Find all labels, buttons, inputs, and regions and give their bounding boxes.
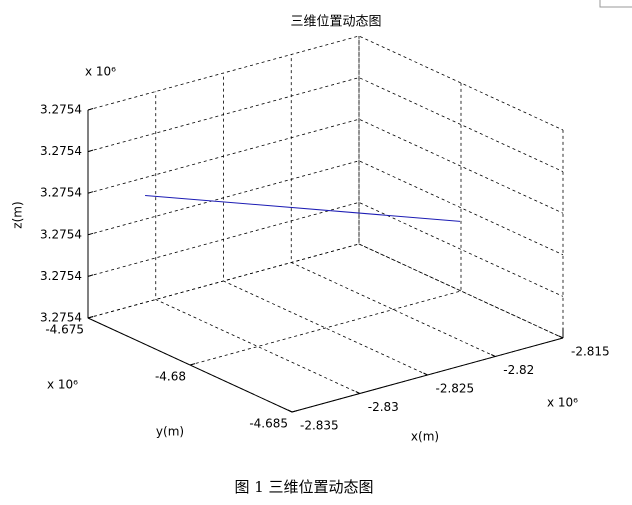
z-multiplier: x 10⁶ bbox=[85, 65, 116, 79]
x-tick bbox=[423, 372, 428, 376]
window-edge bbox=[599, 0, 632, 8]
y-axis-label: y(m) bbox=[156, 425, 184, 439]
y-multiplier: x 10⁶ bbox=[47, 378, 78, 392]
z-tick-label: 3.2754 bbox=[40, 269, 82, 283]
x-tick bbox=[287, 409, 293, 413]
grid-line bbox=[155, 91, 360, 394]
z-tick-label: 3.2754 bbox=[40, 311, 82, 325]
x-tick bbox=[355, 391, 360, 394]
caption: 图 1 三维位置动态图 bbox=[234, 478, 373, 496]
data-line bbox=[145, 194, 461, 222]
grid-line bbox=[358, 36, 564, 339]
x-tick-label: -2.815 bbox=[571, 345, 610, 359]
x-tick-label: -2.83 bbox=[368, 400, 399, 414]
x-tick-label: -2.82 bbox=[503, 363, 534, 377]
z-tick-label: 3.2754 bbox=[40, 227, 82, 241]
y-tick bbox=[87, 316, 94, 319]
y-tick bbox=[291, 410, 298, 413]
x-tick-label: -2.835 bbox=[300, 419, 339, 433]
z-tick bbox=[87, 274, 94, 277]
y-tick bbox=[189, 363, 196, 366]
x-axis-label: x(m) bbox=[411, 430, 439, 444]
y-tick-label: -4.685 bbox=[249, 417, 288, 431]
z-tick bbox=[87, 232, 94, 236]
z-tick-label: 3.2754 bbox=[40, 144, 82, 158]
z-tick bbox=[87, 149, 94, 153]
chart-title: 三维位置动态图 bbox=[290, 15, 381, 30]
z-tick bbox=[87, 108, 94, 111]
y-tick-label: -4.68 bbox=[155, 370, 186, 384]
z-tick-label: 3.2754 bbox=[40, 103, 82, 117]
x-multiplier: x 10⁶ bbox=[547, 396, 578, 410]
z-axis-label: z(m) bbox=[11, 201, 25, 228]
x-tick bbox=[491, 354, 496, 357]
y-tick-label: -4.675 bbox=[45, 323, 84, 337]
x-tick bbox=[558, 335, 564, 339]
z-tick-label: 3.2754 bbox=[40, 186, 82, 200]
z-tick bbox=[87, 191, 94, 194]
x-tick-label: -2.825 bbox=[436, 382, 475, 396]
